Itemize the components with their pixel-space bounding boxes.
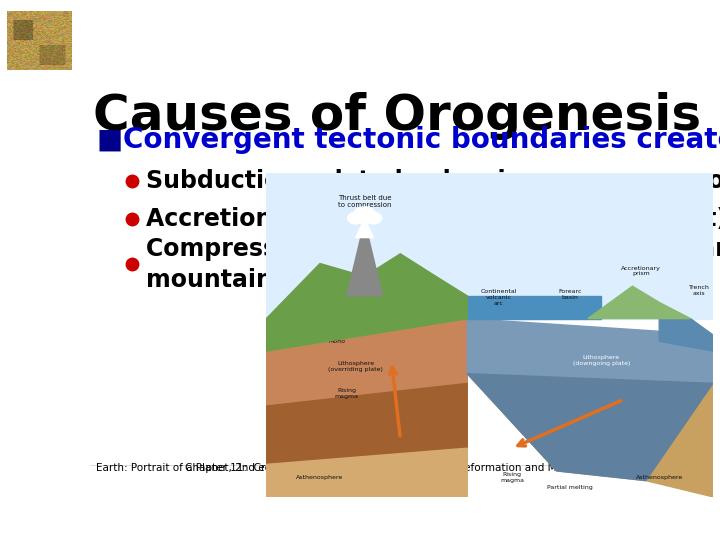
Text: Accretionary
prism: Accretionary prism [621,266,661,276]
Polygon shape [347,221,382,296]
Text: Rising
magma: Rising magma [335,388,359,399]
Polygon shape [467,319,713,383]
Polygon shape [467,374,713,497]
FancyArrowPatch shape [390,367,400,436]
Text: Forearc
basin: Forearc basin [558,289,582,300]
Text: Compression stacks thrust faults on the far side of
mountain belt.: Compression stacks thrust faults on the … [145,237,720,292]
Text: Accretionary prisms (off-scraped sediment) grow upward.: Accretionary prisms (off-scraped sedimen… [145,207,720,231]
Polygon shape [467,374,713,481]
Circle shape [348,212,364,224]
Polygon shape [266,319,467,406]
Text: Convergent tectonic boundaries create mountains.: Convergent tectonic boundaries create mo… [124,126,720,154]
Polygon shape [266,254,467,351]
Text: Subduction-related volcanic arcs grow on overriding plate.: Subduction-related volcanic arcs grow on… [145,169,720,193]
Bar [266,173,713,319]
Text: Rising
magma: Rising magma [500,472,524,483]
Polygon shape [266,296,467,351]
Text: Chapter 11:  Crags, Cracks, and Crumples:  Crustal Deformation and Mountain Buil: Chapter 11: Crags, Cracks, and Crumples:… [185,463,642,473]
Text: ■: ■ [96,126,122,154]
Text: Asthenosphere: Asthenosphere [297,475,343,480]
Text: Trench
axis: Trench axis [689,285,710,296]
Polygon shape [266,383,467,464]
Circle shape [366,212,382,224]
Text: Moho: Moho [329,339,346,344]
Text: Partial melting: Partial melting [547,485,593,490]
Polygon shape [266,448,467,497]
Text: Lithosphere
(downgoing plate): Lithosphere (downgoing plate) [572,355,630,366]
Text: Continental
volcanic
arc: Continental volcanic arc [480,289,517,306]
Text: Causes of Orogenesis: Causes of Orogenesis [93,92,701,140]
Polygon shape [660,319,713,351]
Text: Earth: Portrait of a Planet, 2nd edition, by Stephen Marshak: Earth: Portrait of a Planet, 2nd edition… [96,463,408,473]
Bar [467,296,601,319]
Circle shape [354,207,376,223]
Polygon shape [356,218,374,238]
FancyArrowPatch shape [518,401,621,446]
Polygon shape [588,286,690,319]
Text: Asthenosphere: Asthenosphere [636,475,683,480]
Text: Thrust belt due
to compression: Thrust belt due to compression [338,195,392,208]
Text: Lithosphere
(overriding plate): Lithosphere (overriding plate) [328,361,383,372]
